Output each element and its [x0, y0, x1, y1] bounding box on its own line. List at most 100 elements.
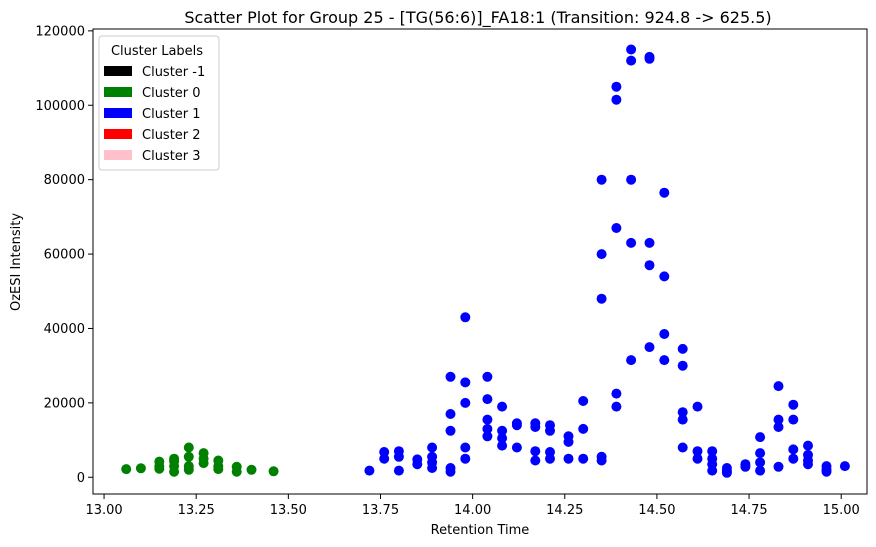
legend-swatch — [104, 129, 132, 139]
data-point — [773, 414, 784, 425]
data-point — [545, 425, 555, 436]
data-point — [482, 394, 493, 405]
y-tick-label: 100000 — [35, 99, 85, 114]
points-layer — [121, 44, 850, 478]
data-point — [596, 455, 607, 466]
data-point — [268, 466, 279, 477]
data-point — [183, 451, 194, 462]
data-point — [788, 399, 799, 410]
plot-frame — [92, 28, 868, 495]
x-tick-label: 14.00 — [454, 503, 491, 518]
data-point — [511, 420, 522, 431]
data-point — [707, 465, 718, 476]
data-point — [659, 355, 670, 366]
data-point — [445, 371, 456, 382]
data-point — [563, 453, 574, 464]
data-point — [530, 455, 541, 466]
data-point — [692, 446, 703, 457]
x-axis-label: Retention Time — [431, 523, 530, 538]
data-point — [460, 453, 471, 464]
legend-title: Cluster Labels — [111, 44, 203, 59]
data-point — [530, 446, 541, 457]
chart-title: Scatter Plot for Group 25 - [TG(56:6)]_F… — [184, 8, 771, 28]
data-point — [460, 312, 471, 323]
x-tick-label: 14.50 — [638, 503, 675, 518]
x-tick-label: 13.00 — [85, 503, 122, 518]
data-point — [626, 55, 637, 66]
x-tick-label: 13.25 — [178, 503, 215, 518]
data-point — [445, 466, 456, 477]
data-point — [213, 464, 224, 475]
x-tick-label: 13.75 — [362, 503, 399, 518]
legend-entries: Cluster -1 Cluster 0 Cluster 1 Cluster 2 Clu… — [104, 65, 205, 164]
data-point — [482, 431, 493, 442]
data-point — [839, 461, 850, 472]
data-point — [755, 465, 766, 476]
y-tick-label: 60000 — [44, 248, 85, 263]
data-point — [755, 457, 766, 468]
data-point — [169, 466, 180, 477]
legend-swatch — [104, 108, 132, 118]
data-point — [596, 249, 607, 260]
data-point — [364, 465, 375, 476]
data-point — [482, 371, 493, 382]
data-point — [393, 451, 404, 462]
data-point — [755, 448, 766, 459]
data-point — [611, 81, 622, 92]
data-point — [460, 397, 471, 408]
data-point — [788, 414, 799, 425]
y-tick-label: 120000 — [35, 24, 85, 39]
x-tick-label: 14.25 — [546, 503, 583, 518]
y-tick-label: 0 — [77, 471, 85, 486]
data-point — [427, 463, 438, 473]
data-point — [412, 459, 423, 470]
data-point — [497, 425, 508, 436]
legend-label: Cluster -1 — [142, 65, 205, 80]
data-point — [644, 53, 655, 64]
data-point — [659, 187, 670, 198]
data-point — [755, 432, 766, 443]
data-point — [427, 442, 438, 453]
data-point — [803, 440, 813, 451]
data-point — [497, 401, 508, 412]
data-point — [497, 440, 508, 451]
data-point — [692, 401, 703, 412]
data-point — [626, 174, 637, 185]
y-tick-label: 40000 — [44, 322, 85, 337]
data-point — [803, 459, 813, 470]
data-point — [445, 409, 456, 419]
data-point — [740, 461, 751, 472]
data-point — [445, 425, 456, 436]
data-point — [611, 388, 622, 399]
data-point — [626, 237, 637, 248]
data-point — [482, 414, 493, 425]
data-point — [135, 463, 146, 474]
data-point — [644, 260, 655, 271]
data-point — [677, 414, 688, 425]
data-point — [530, 422, 541, 432]
data-point — [773, 422, 784, 432]
data-point — [626, 44, 637, 55]
data-point — [511, 442, 522, 453]
data-point — [707, 446, 718, 457]
data-point — [578, 453, 589, 464]
data-point — [578, 396, 589, 406]
data-point — [611, 401, 622, 412]
data-point — [659, 271, 670, 282]
data-point — [596, 293, 607, 304]
legend-label: Cluster 1 — [142, 107, 201, 122]
data-point — [692, 453, 703, 464]
data-point — [773, 461, 784, 472]
data-point — [626, 355, 637, 366]
data-point — [677, 407, 688, 418]
data-point — [183, 442, 194, 453]
data-point — [721, 467, 732, 478]
data-point — [121, 464, 132, 475]
data-point — [578, 423, 589, 434]
data-point — [788, 453, 799, 464]
data-point — [154, 463, 165, 474]
y-axis-label: OzESI Intensity — [9, 213, 24, 311]
data-point — [563, 436, 574, 447]
